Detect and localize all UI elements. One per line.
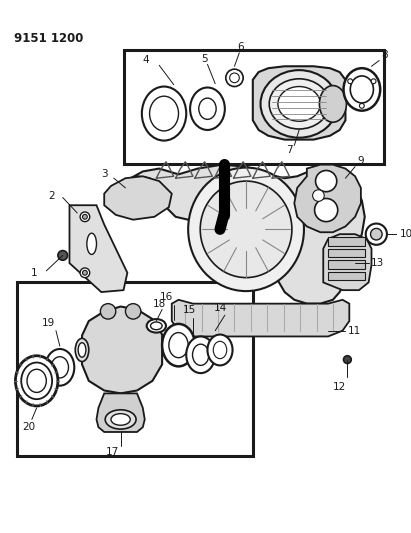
Bar <box>328 237 365 246</box>
Ellipse shape <box>278 86 320 122</box>
Ellipse shape <box>208 335 233 366</box>
Circle shape <box>344 356 351 364</box>
Polygon shape <box>323 234 372 290</box>
Ellipse shape <box>78 343 86 357</box>
Text: 8: 8 <box>381 50 388 60</box>
Circle shape <box>125 304 141 319</box>
Ellipse shape <box>75 338 89 361</box>
Ellipse shape <box>350 76 374 103</box>
Ellipse shape <box>371 228 382 240</box>
Text: 2: 2 <box>48 191 55 200</box>
Ellipse shape <box>150 322 162 330</box>
Circle shape <box>80 268 90 278</box>
Text: 3: 3 <box>102 169 108 179</box>
Ellipse shape <box>51 357 69 378</box>
Bar <box>328 260 365 269</box>
Ellipse shape <box>213 341 227 359</box>
Polygon shape <box>82 306 162 393</box>
Text: 13: 13 <box>371 258 384 268</box>
Polygon shape <box>69 205 127 292</box>
Bar <box>17 282 253 456</box>
Polygon shape <box>294 165 361 232</box>
Circle shape <box>58 251 67 260</box>
Ellipse shape <box>21 362 52 399</box>
Bar <box>124 50 384 164</box>
Circle shape <box>83 270 87 275</box>
Ellipse shape <box>142 86 186 141</box>
Ellipse shape <box>27 369 46 392</box>
Ellipse shape <box>186 336 215 373</box>
Text: 20: 20 <box>22 422 35 432</box>
Circle shape <box>100 304 116 319</box>
Text: 15: 15 <box>182 305 196 316</box>
Text: 12: 12 <box>333 382 346 392</box>
Bar <box>328 249 365 257</box>
Circle shape <box>371 79 376 84</box>
Circle shape <box>80 212 90 222</box>
Text: 5: 5 <box>202 53 208 63</box>
Text: 9: 9 <box>357 156 364 166</box>
Ellipse shape <box>316 171 337 192</box>
Ellipse shape <box>366 223 387 245</box>
Text: 14: 14 <box>213 303 226 312</box>
Text: 9151 1200: 9151 1200 <box>14 31 83 45</box>
Circle shape <box>313 190 324 201</box>
Ellipse shape <box>192 344 209 366</box>
Ellipse shape <box>200 181 292 278</box>
Ellipse shape <box>190 87 225 130</box>
Polygon shape <box>253 66 346 140</box>
Polygon shape <box>104 176 172 220</box>
Ellipse shape <box>162 324 195 366</box>
Ellipse shape <box>111 414 130 425</box>
Text: 11: 11 <box>347 326 360 336</box>
Circle shape <box>348 79 353 84</box>
Polygon shape <box>125 165 365 304</box>
Text: 16: 16 <box>160 292 173 302</box>
Text: 6: 6 <box>238 42 244 52</box>
Ellipse shape <box>150 96 178 131</box>
Text: 7: 7 <box>286 145 292 155</box>
Ellipse shape <box>147 319 166 333</box>
Ellipse shape <box>314 198 338 222</box>
Ellipse shape <box>87 233 97 254</box>
Ellipse shape <box>16 356 58 406</box>
Ellipse shape <box>344 68 380 111</box>
Polygon shape <box>172 300 349 336</box>
Text: 1: 1 <box>31 268 37 278</box>
Ellipse shape <box>269 79 329 129</box>
Circle shape <box>226 69 243 86</box>
Ellipse shape <box>45 349 74 386</box>
Text: 10: 10 <box>399 229 411 239</box>
Ellipse shape <box>261 70 338 138</box>
Text: 18: 18 <box>152 298 166 309</box>
Ellipse shape <box>105 410 136 429</box>
Polygon shape <box>97 393 145 432</box>
Ellipse shape <box>199 98 216 119</box>
Ellipse shape <box>188 167 304 291</box>
Ellipse shape <box>319 86 346 122</box>
Text: 17: 17 <box>106 447 120 457</box>
Circle shape <box>230 73 239 83</box>
Ellipse shape <box>169 333 188 358</box>
Circle shape <box>360 103 364 108</box>
Text: 19: 19 <box>42 318 55 328</box>
Bar <box>328 272 365 280</box>
Text: 4: 4 <box>143 55 150 66</box>
Circle shape <box>83 214 87 219</box>
